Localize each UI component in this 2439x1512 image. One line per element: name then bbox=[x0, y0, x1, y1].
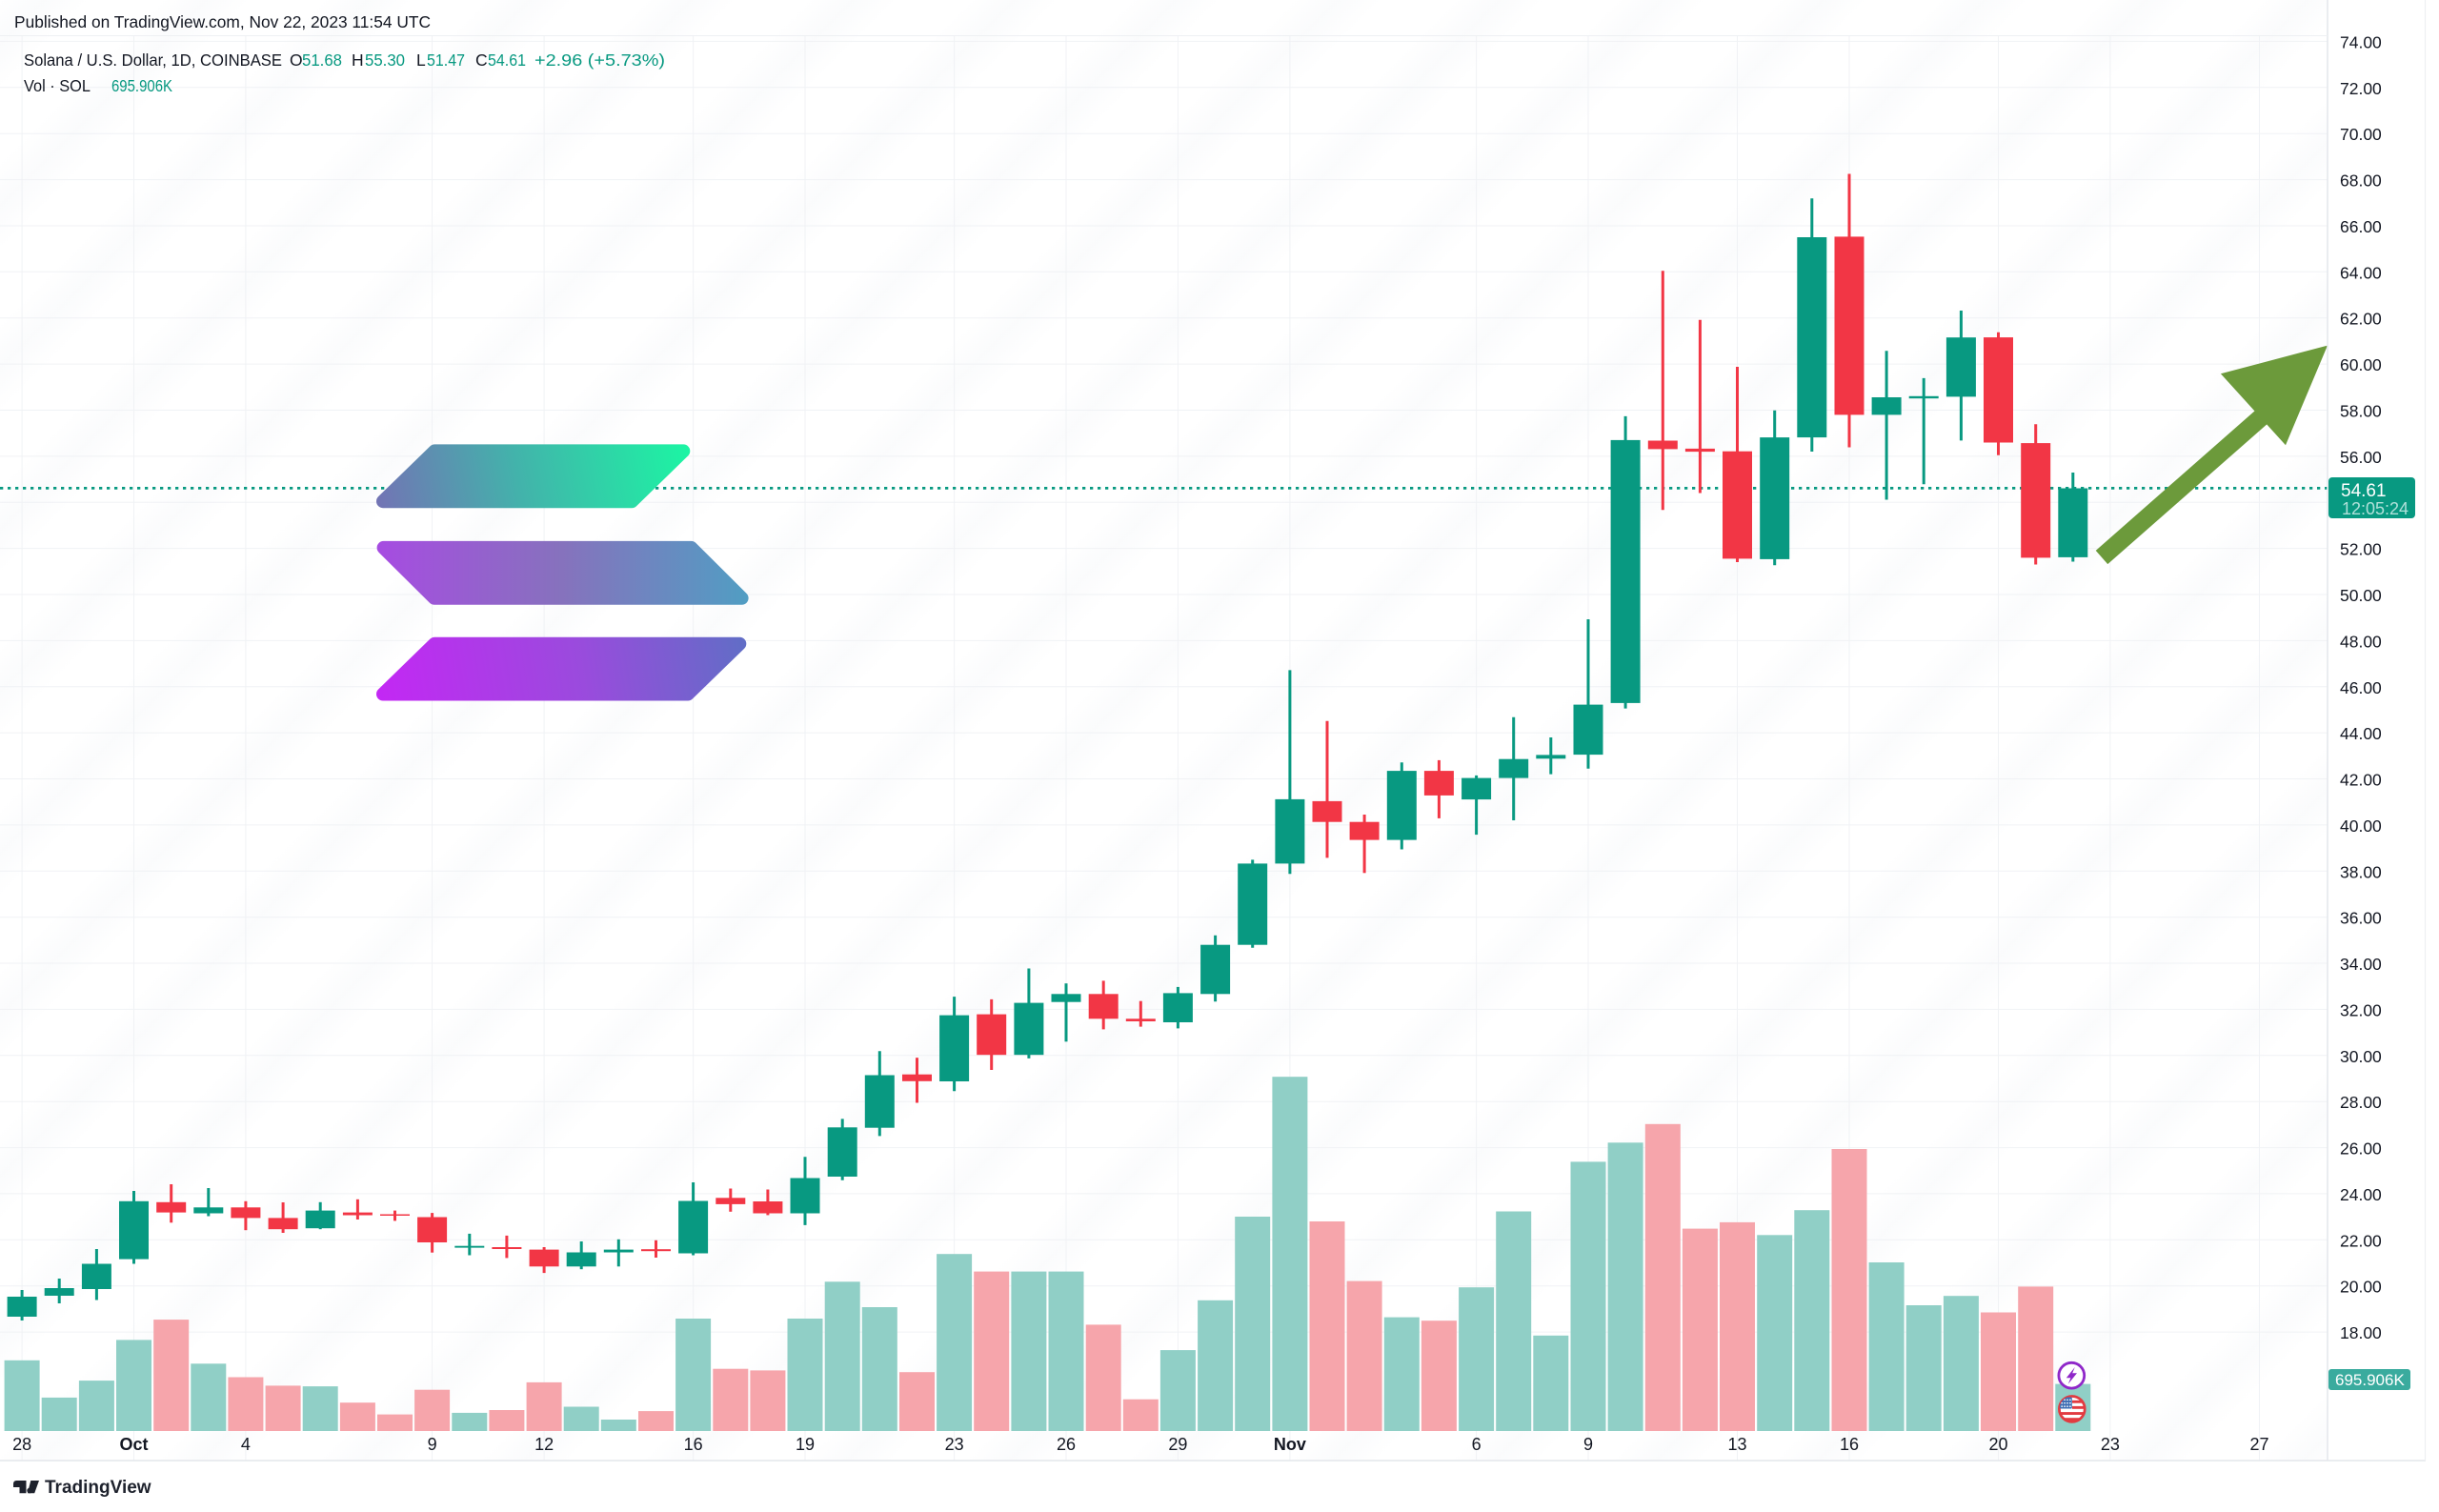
svg-text:32.00: 32.00 bbox=[2340, 1000, 2382, 1019]
svg-text:20.00: 20.00 bbox=[2340, 1278, 2382, 1297]
svg-text:16: 16 bbox=[1840, 1435, 1859, 1454]
svg-text:44.00: 44.00 bbox=[2340, 724, 2382, 743]
svg-text:27: 27 bbox=[2249, 1435, 2268, 1454]
svg-text:16: 16 bbox=[684, 1435, 703, 1454]
svg-text:28.00: 28.00 bbox=[2340, 1093, 2382, 1112]
svg-text:50.00: 50.00 bbox=[2340, 586, 2382, 605]
svg-text:20: 20 bbox=[1988, 1435, 2007, 1454]
svg-text:74.00: 74.00 bbox=[2340, 32, 2382, 51]
svg-text:6: 6 bbox=[1472, 1435, 1482, 1454]
svg-text:58.00: 58.00 bbox=[2340, 402, 2382, 421]
svg-text:23: 23 bbox=[945, 1435, 964, 1454]
svg-text:46.00: 46.00 bbox=[2340, 678, 2382, 697]
svg-text:695.906K: 695.906K bbox=[2335, 1371, 2405, 1389]
svg-text:Published on TradingView.com,: Published on TradingView.com, Nov 22, 20… bbox=[14, 12, 431, 31]
svg-text:34.00: 34.00 bbox=[2340, 955, 2382, 974]
svg-text:C: C bbox=[475, 50, 488, 70]
svg-text:42.00: 42.00 bbox=[2340, 771, 2382, 790]
svg-text:55.30: 55.30 bbox=[365, 50, 405, 70]
svg-text:+2.96 (+5.73%): +2.96 (+5.73%) bbox=[534, 50, 665, 70]
svg-text:9: 9 bbox=[1583, 1435, 1593, 1454]
svg-text:70.00: 70.00 bbox=[2340, 125, 2382, 144]
svg-text:O: O bbox=[290, 50, 303, 70]
svg-text:Nov: Nov bbox=[1274, 1435, 1306, 1454]
svg-text:4: 4 bbox=[241, 1435, 251, 1454]
svg-text:H: H bbox=[352, 50, 364, 70]
svg-text:23: 23 bbox=[2101, 1435, 2120, 1454]
svg-text:36.00: 36.00 bbox=[2340, 909, 2382, 928]
svg-text:Solana / U.S. Dollar, 1D, COIN: Solana / U.S. Dollar, 1D, COINBASE bbox=[24, 50, 282, 70]
svg-text:48.00: 48.00 bbox=[2340, 632, 2382, 651]
svg-text:38.00: 38.00 bbox=[2340, 862, 2382, 881]
svg-text:L: L bbox=[416, 50, 426, 70]
svg-text:62.00: 62.00 bbox=[2340, 310, 2382, 329]
svg-text:40.00: 40.00 bbox=[2340, 816, 2382, 836]
svg-text:12: 12 bbox=[534, 1435, 554, 1454]
svg-text:68.00: 68.00 bbox=[2340, 171, 2382, 191]
svg-text:24.00: 24.00 bbox=[2340, 1185, 2382, 1204]
svg-text:30.00: 30.00 bbox=[2340, 1047, 2382, 1066]
svg-text:52.00: 52.00 bbox=[2340, 540, 2382, 559]
svg-text:26.00: 26.00 bbox=[2340, 1139, 2382, 1159]
svg-text:28: 28 bbox=[12, 1435, 31, 1454]
svg-text:Vol · SOL: Vol · SOL bbox=[24, 76, 91, 95]
svg-text:9: 9 bbox=[428, 1435, 437, 1454]
svg-text:54.61: 54.61 bbox=[488, 50, 526, 70]
svg-text:22.00: 22.00 bbox=[2340, 1231, 2382, 1250]
svg-text:18.00: 18.00 bbox=[2340, 1323, 2382, 1342]
svg-text:60.00: 60.00 bbox=[2340, 355, 2382, 374]
svg-text:TradingView: TradingView bbox=[45, 1478, 151, 1498]
svg-text:51.68: 51.68 bbox=[302, 50, 342, 70]
svg-text:695.906K: 695.906K bbox=[111, 76, 172, 95]
svg-text:64.00: 64.00 bbox=[2340, 263, 2382, 282]
svg-text:12:05:24: 12:05:24 bbox=[2342, 499, 2409, 518]
svg-text:13: 13 bbox=[1727, 1435, 1746, 1454]
svg-text:54.61: 54.61 bbox=[2341, 481, 2387, 501]
svg-text:19: 19 bbox=[796, 1435, 815, 1454]
svg-text:Oct: Oct bbox=[119, 1435, 148, 1454]
svg-text:72.00: 72.00 bbox=[2340, 79, 2382, 98]
svg-text:26: 26 bbox=[1057, 1435, 1076, 1454]
svg-text:66.00: 66.00 bbox=[2340, 217, 2382, 236]
svg-text:51.47: 51.47 bbox=[427, 50, 465, 70]
svg-text:56.00: 56.00 bbox=[2340, 448, 2382, 467]
svg-text:29: 29 bbox=[1168, 1435, 1187, 1454]
